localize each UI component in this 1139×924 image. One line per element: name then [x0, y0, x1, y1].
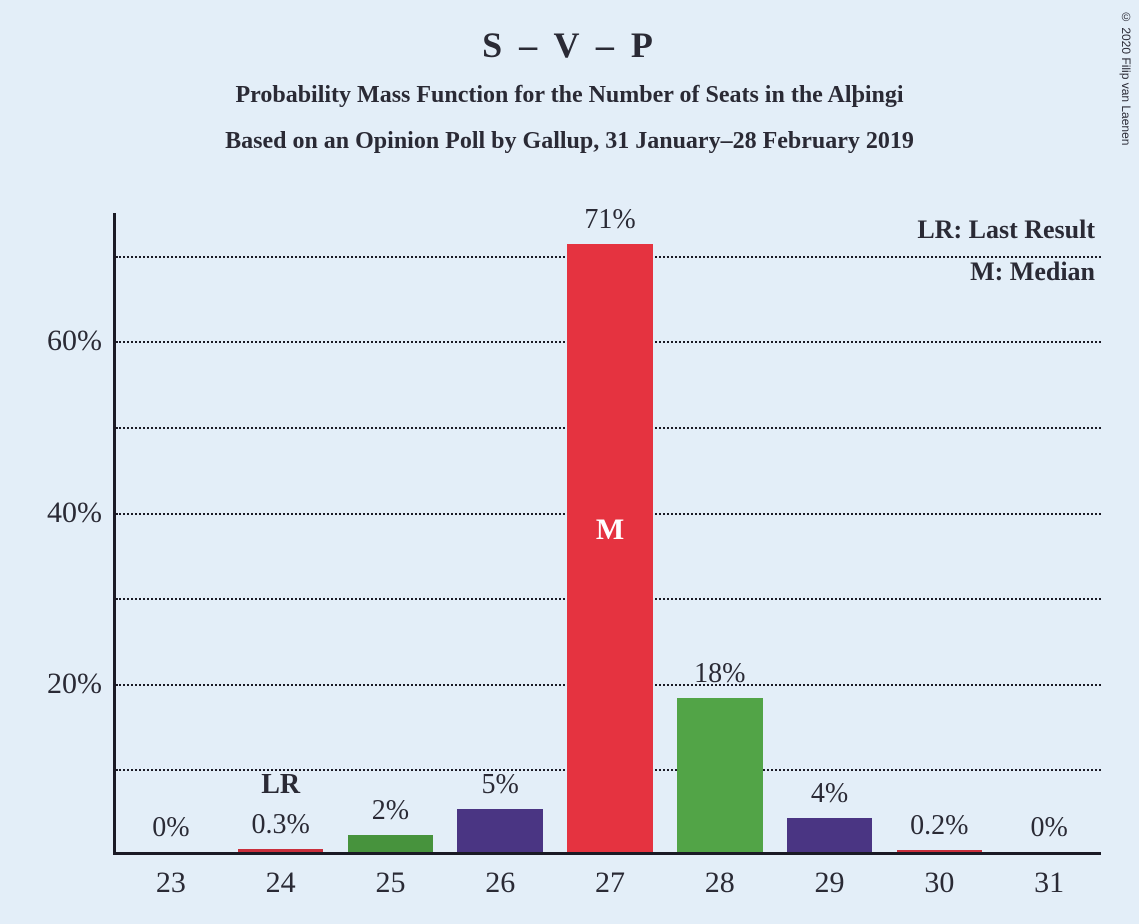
x-tick-label: 28 [705, 852, 735, 900]
x-tick-label: 23 [156, 852, 186, 900]
chart-subtitle-1: Probability Mass Function for the Number… [0, 82, 1139, 109]
chart-subtitle-2: Based on an Opinion Poll by Gallup, 31 J… [0, 128, 1139, 155]
chart-root: S – V – P Probability Mass Function for … [0, 0, 1139, 924]
x-tick-label: 29 [815, 852, 845, 900]
bar [348, 835, 434, 852]
x-tick-label: 24 [266, 852, 296, 900]
y-tick-label: 40% [47, 496, 116, 530]
bar-value-label: 0% [152, 812, 189, 844]
x-tick-label: 25 [375, 852, 405, 900]
bar [787, 818, 873, 852]
x-tick-label: 26 [485, 852, 515, 900]
bar-value-label: 0% [1030, 812, 1067, 844]
legend-line: M: Median [970, 257, 1095, 287]
bar-value-label: 2% [372, 795, 409, 827]
x-tick-label: 30 [924, 852, 954, 900]
bar-value-label: 0.3% [251, 809, 309, 841]
y-tick-label: 20% [47, 667, 116, 701]
bar-inner-label: M [596, 513, 624, 547]
bar [567, 244, 653, 852]
bar-value-label: 4% [811, 778, 848, 810]
chart-title: S – V – P [0, 24, 1139, 66]
bar [677, 698, 763, 852]
bar-value-label: 5% [482, 769, 519, 801]
x-tick-label: 27 [595, 852, 625, 900]
bar-value-label: 0.2% [910, 810, 968, 842]
bar [457, 809, 543, 852]
x-tick-label: 31 [1034, 852, 1064, 900]
copyright-text: © 2020 Filip van Laenen [1119, 10, 1133, 145]
plot-area: 20%40%60%0%230.3%LR242%255%2671%M2718%28… [113, 213, 1101, 855]
bar-annotation: LR [261, 769, 300, 801]
y-tick-label: 60% [47, 324, 116, 358]
bar-value-label: 18% [694, 658, 745, 690]
legend-line: LR: Last Result [917, 215, 1095, 245]
bar-value-label: 71% [584, 204, 635, 236]
